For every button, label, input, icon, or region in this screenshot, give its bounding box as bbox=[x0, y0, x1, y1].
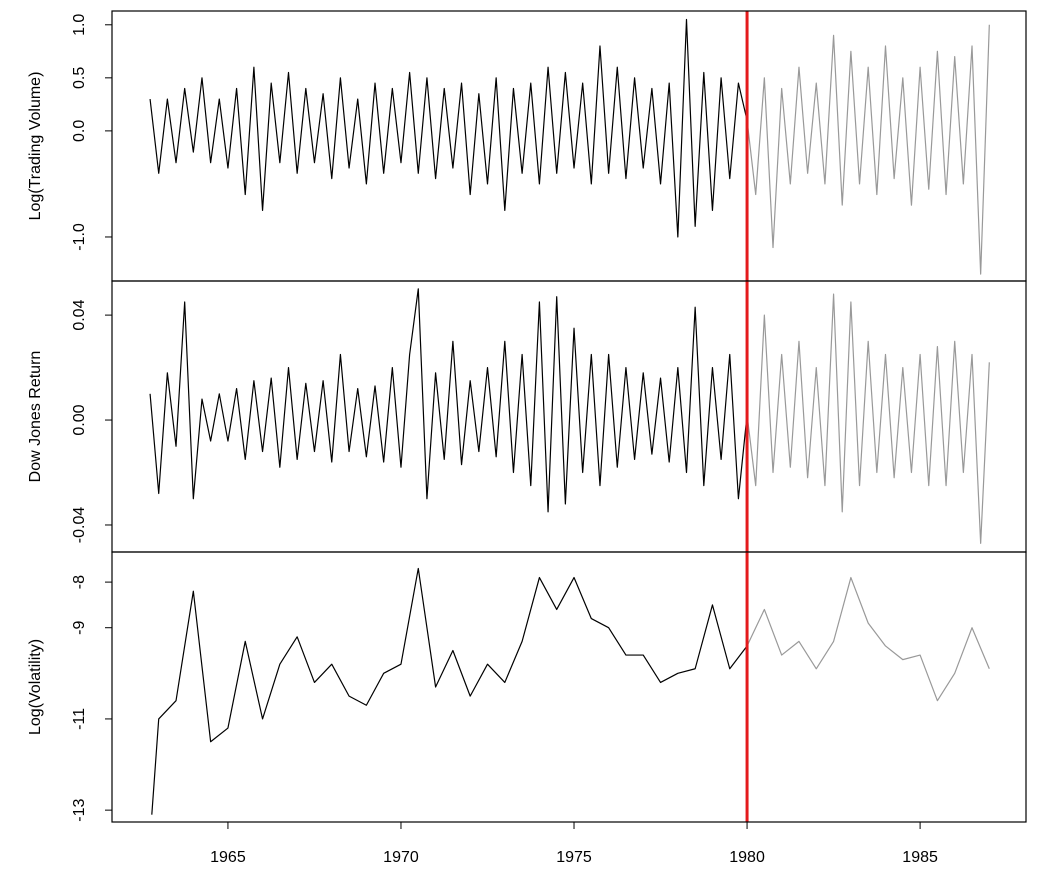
series-line bbox=[151, 567, 748, 815]
x-tick-label: 1980 bbox=[729, 849, 765, 866]
series-line bbox=[746, 576, 990, 702]
y-tick-label: -13 bbox=[71, 798, 88, 821]
x-tick-label: 1975 bbox=[556, 849, 592, 866]
y-tick-label: -1.0 bbox=[71, 223, 88, 251]
series-line bbox=[746, 293, 990, 544]
series-line bbox=[149, 18, 748, 238]
y-axis-label: Log(Volatility) bbox=[27, 639, 44, 735]
y-tick-label: -0.04 bbox=[71, 507, 88, 544]
y-axis-label: Dow Jones Return bbox=[27, 351, 44, 483]
x-tick-label: 1965 bbox=[210, 849, 246, 866]
x-tick-label: 1985 bbox=[902, 849, 938, 866]
panel-frame bbox=[111, 551, 1027, 823]
series-line bbox=[149, 288, 748, 513]
y-tick-label: -11 bbox=[71, 708, 88, 730]
y-tick-label: -8 bbox=[71, 575, 88, 589]
y-tick-label: 0.04 bbox=[71, 299, 88, 330]
y-tick-label: 0.5 bbox=[71, 67, 88, 89]
y-tick-label: 0.0 bbox=[71, 120, 88, 142]
y-tick-label: -9 bbox=[71, 620, 88, 634]
y-tick-label: 1.0 bbox=[71, 14, 88, 36]
series-line bbox=[746, 24, 990, 275]
y-axis-label: Log(Trading Volume) bbox=[27, 72, 44, 221]
y-tick-label: 0.00 bbox=[71, 404, 88, 435]
x-tick-label: 1970 bbox=[383, 849, 419, 866]
panel-frame bbox=[111, 280, 1027, 553]
